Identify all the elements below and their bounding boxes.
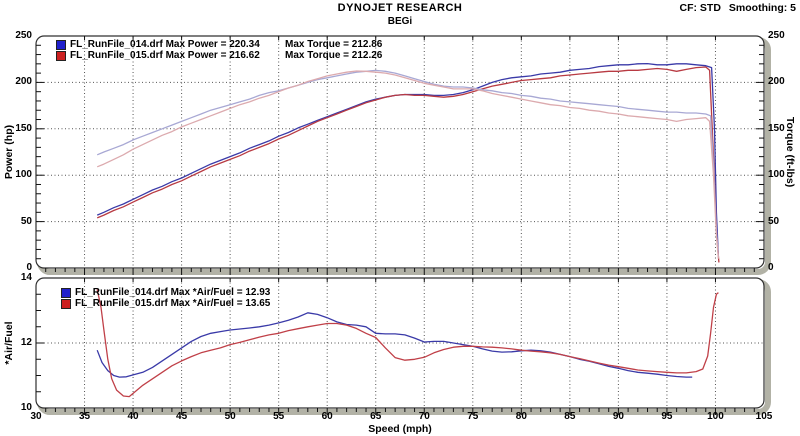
fl-runfile-015-airfuel-curve xyxy=(96,289,719,398)
airfuel-legend: FL_RunFile_014.drf Max *Air/Fuel = 12.93… xyxy=(61,287,270,309)
page-title: DYNOJET RESEARCH xyxy=(337,2,463,14)
speed-tick-label: 100 xyxy=(707,411,724,422)
speed-tick-label: 45 xyxy=(176,411,188,422)
power-tick-label: 250 xyxy=(15,30,32,41)
run015-color-swatch-icon xyxy=(56,50,66,61)
power-tick-label: 200 xyxy=(15,76,32,88)
speed-tick-label: 55 xyxy=(273,411,285,422)
series-curves xyxy=(96,62,720,263)
x-axis-ticks xyxy=(45,278,755,415)
speed-tick-label: 35 xyxy=(78,411,91,422)
y-axis-ticks xyxy=(36,44,764,260)
run015-afr-label: FL_RunFile_015.drf Max *Air/Fuel = 13.65 xyxy=(75,298,271,309)
speed-tick-label: 80 xyxy=(515,411,527,422)
run014-afr-color-swatch-icon xyxy=(61,287,71,298)
y-axis-ticks xyxy=(36,293,44,393)
smoothing-status: Smoothing: 5 xyxy=(728,2,796,14)
fl-runfile-014-power-curve xyxy=(96,62,720,257)
torque-tick-label: 50 xyxy=(768,215,780,227)
chart-0 xyxy=(35,35,771,275)
power-tick-label: 150 xyxy=(15,122,32,134)
afr-tick-label: 12 xyxy=(20,337,32,348)
run014-torque-label: Max Torque = 212.86 xyxy=(285,39,383,50)
series-curves xyxy=(96,289,719,398)
run014-power-label: FL_RunFile_014.drf Max Power = 220.34 xyxy=(70,39,260,50)
run014-afr-label: FL_RunFile_014.drf Max *Air/Fuel = 12.93 xyxy=(75,287,271,298)
speed-tick-label: 65 xyxy=(370,411,382,422)
fl-runfile-015-torque-curve xyxy=(96,70,720,259)
power-torque-legend: FL_RunFile_014.drf Max Power = 220.34 Ma… xyxy=(56,39,382,61)
speed-tick-label: 30 xyxy=(30,411,42,422)
torque-tick-label: 200 xyxy=(768,76,785,88)
power-tick-label: 100 xyxy=(15,169,32,181)
run015-power-label: FL_RunFile_015.drf Max Power = 216.62 xyxy=(70,50,260,61)
speed-axis-title: Speed (mph) xyxy=(368,423,432,435)
speed-tick-label: 95 xyxy=(661,411,673,422)
speed-tick-label: 70 xyxy=(418,411,430,422)
torque-tick-label: 0 xyxy=(768,262,774,273)
torque-tick-label: 100 xyxy=(768,169,785,181)
legend-row-run014: FL_RunFile_014.drf Max Power = 220.34 Ma… xyxy=(56,39,382,50)
run014-color-swatch-icon xyxy=(56,39,66,50)
power-tick-label: 50 xyxy=(20,215,32,227)
afr-tick-label: 10 xyxy=(20,402,32,413)
legend-row-run015: FL_RunFile_015.drf Max Power = 216.62 Ma… xyxy=(56,50,382,61)
run015-afr-color-swatch-icon xyxy=(61,298,71,309)
torque-tick-label: 150 xyxy=(768,122,785,134)
speed-tick-label: 40 xyxy=(127,411,139,422)
speed-tick-label: 50 xyxy=(224,411,236,422)
afr-tick-label: 14 xyxy=(20,272,32,283)
speed-tick-label: 105 xyxy=(755,411,773,422)
x-axis-ticks xyxy=(45,36,755,275)
speed-tick-label: 60 xyxy=(321,411,333,422)
run015-torque-label: Max Torque = 212.26 xyxy=(285,50,383,61)
speed-tick-label: 75 xyxy=(467,411,479,422)
power-tick-label: 0 xyxy=(26,262,32,273)
correction-smoothing-status: CF: STD Smoothing: 5 xyxy=(680,2,797,14)
chart-1 xyxy=(35,277,771,415)
legend-row-run014-afr: FL_RunFile_014.drf Max *Air/Fuel = 12.93 xyxy=(61,287,270,298)
fl-runfile-014-torque-curve xyxy=(96,69,720,257)
plot-frame xyxy=(35,35,765,269)
speed-tick-label: 90 xyxy=(612,411,624,422)
torque-tick-label: 250 xyxy=(768,30,785,41)
cf-status: CF: STD xyxy=(679,2,721,14)
legend-row-run015-afr: FL_RunFile_015.drf Max *Air/Fuel = 13.65 xyxy=(61,298,270,309)
speed-tick-label: 85 xyxy=(564,411,576,422)
page-subtitle: BEGi xyxy=(387,16,413,27)
fl-runfile-015-power-curve xyxy=(96,66,720,263)
